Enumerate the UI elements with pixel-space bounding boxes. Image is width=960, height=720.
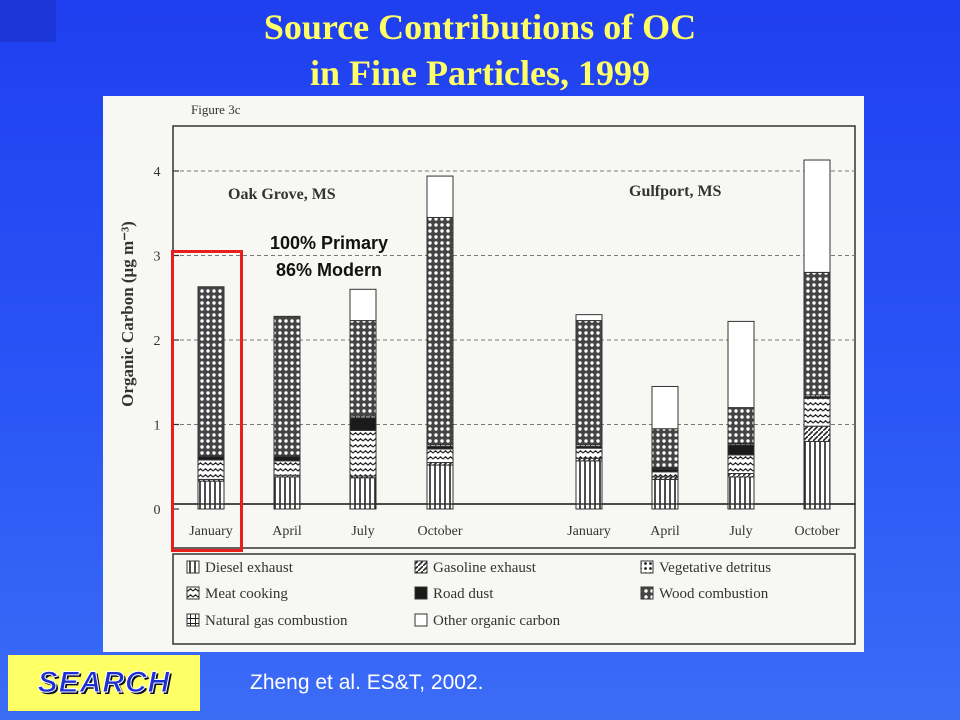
bar-segment-wood-combustion [651,428,679,469]
bar-segment-other-organic-carbon [727,320,755,409]
legend-entry: Gasoline exhaust [433,560,537,576]
legend-swatch [186,560,200,574]
bar-segment-gasoline-exhaust [727,473,755,478]
bar-segment-wood-combustion [197,286,225,457]
x-tick-label: January [567,524,611,539]
legend-entry: Diesel exhaust [205,560,294,576]
bars [197,159,831,510]
legend-swatch [640,560,654,574]
corner-decoration [0,0,56,42]
y-tick-label: 4 [154,165,161,180]
legend-entry: Natural gas combustion [205,613,348,629]
bar-segment-meat-cooking [426,448,454,464]
group-label-oak-grove: Oak Grove, MS [228,186,336,203]
title-line-1: Source Contributions of OC [263,7,697,47]
bar-segment-diesel-exhaust [426,464,454,510]
legend-frame [172,553,856,645]
bar-segment-road-dust [349,417,377,431]
bar-segment-wood-combustion [349,320,377,417]
bar-segment-road-dust [727,444,755,456]
note-primary: 100% Primary [269,233,389,253]
y-tick-label: 0 [154,503,161,518]
bar-segment-wood-combustion [575,320,603,446]
legend-entry: Meat cooking [205,586,288,602]
bar-segment-diesel-exhaust [575,460,603,510]
bar-segment-gasoline-exhaust [803,425,831,442]
legend-swatch [186,613,200,627]
bar-segment-other-organic-carbon [803,159,831,273]
bar-segment-meat-cooking [803,397,831,427]
legend-entry: Wood combustion [659,586,769,602]
title-line-2: in Fine Particles, 1999 [310,53,650,93]
x-tick-label: October [417,524,462,539]
annotation-note: 100% Primary 86% Modern [240,230,418,284]
x-tick-label: April [650,524,680,539]
legend-swatch [414,560,428,574]
x-axis-labels: January April July October January April July O… [189,524,840,539]
legend-swatch [414,613,428,627]
search-logo: SEARCH [8,655,200,711]
y-axis: 0 1 2 3 4 [154,165,179,518]
y-axis-label: Organic Carbon (μg m⁻³) [118,221,137,407]
bar-segment-meat-cooking [575,447,603,459]
slide-title: Source Contributions of OC in Fine Parti… [0,4,960,96]
legend-entry: Other organic carbon [433,613,561,629]
search-logo-text: SEARCH [37,666,171,700]
bar-segment-other-organic-carbon [426,175,454,218]
bar-segment-road-dust [273,456,301,462]
legend-entry: Road dust [433,586,494,602]
legend-entry: Vegetative detritus [659,560,771,576]
bar-segment-meat-cooking [349,429,377,477]
january-highlight-box [171,250,243,552]
y-tick-label: 1 [154,419,161,434]
y-tick-label: 3 [154,250,161,265]
x-tick-label: April [272,524,302,539]
x-tick-label: January [189,524,233,539]
bar-segment-meat-cooking [273,460,301,476]
bar-segment-diesel-exhaust [803,440,831,510]
bar-segment-meat-cooking [651,471,679,478]
bar-segment-wood-combustion [803,271,831,396]
bar-segment-other-organic-carbon [349,288,377,322]
bar-segment-other-organic-carbon [575,314,603,322]
legend-swatch [186,586,200,600]
legend-swatch [640,586,654,600]
bar-segment-wood-combustion [273,315,301,457]
x-tick-label: July [729,524,752,539]
note-modern: 86% Modern [275,260,383,280]
x-tick-label: October [794,524,839,539]
bar-segment-wood-combustion [426,216,454,446]
bar-segment-wood-combustion [727,407,755,444]
legend-swatch [414,586,428,600]
y-tick-label: 2 [154,334,161,349]
citation: Zheng et al. ES&T, 2002. [250,671,484,694]
legend: Diesel exhaust Gasoline exhaust Vegetative… [186,560,771,629]
bar-segment-other-organic-carbon [651,385,679,430]
bar-segment-meat-cooking [727,454,755,475]
x-tick-label: July [351,524,374,539]
figure-label: Figure 3c [191,102,241,117]
group-label-gulfport: Gulfport, MS [629,183,722,200]
